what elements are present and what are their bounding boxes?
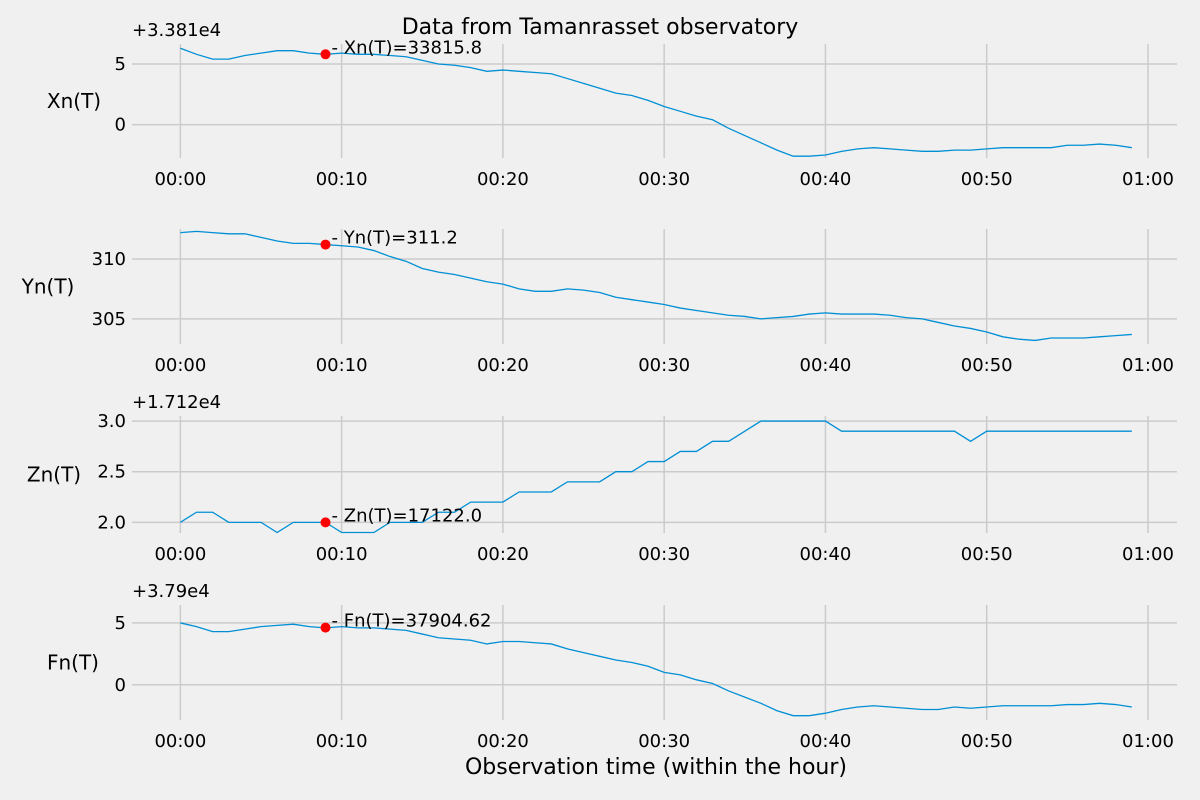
x-tick-label: 00:50 (961, 731, 1013, 752)
x-tick-label: 00:50 (961, 355, 1013, 376)
x-tick-label: 00:20 (477, 544, 529, 565)
y-axis-label: Xn(T) (47, 89, 101, 113)
y-axis-label: Yn(T) (21, 275, 75, 299)
x-tick-label: 01:00 (1122, 355, 1174, 376)
y-offset-label: +3.79e4 (132, 581, 210, 602)
marker-point (320, 239, 331, 250)
panel-2: 00:00 00:10 00:20 00:30 00:40 00:50 01:00 305 31… (21, 228, 1177, 376)
panels-layer: 00:00 00:10 00:20 00:30 00:40 00:50 01:00 0 5 +3.… (21, 20, 1177, 752)
x-tick-label: 00:40 (800, 731, 852, 752)
marker-annotation: - Fn(T)=37904.62 (332, 611, 492, 632)
series-line (180, 420, 1132, 534)
y-tick-label: 3.0 (97, 411, 126, 432)
marker-point (320, 622, 331, 633)
x-tick-label: 00:30 (638, 544, 690, 565)
series-line (180, 230, 1132, 342)
x-tick-label: 00:30 (638, 169, 690, 190)
x-tick-label: 00:20 (477, 169, 529, 190)
y-tick-label: 5 (115, 54, 126, 75)
y-axis-label: Zn(T) (27, 463, 81, 487)
chart-title: Data from Tamanrasset observatory (402, 15, 799, 40)
y-tick-label: 0 (115, 675, 126, 696)
x-tick-label: 00:00 (154, 169, 206, 190)
x-tick-label: 00:00 (154, 731, 206, 752)
panel-3: 00:00 00:10 00:20 00:30 00:40 00:50 01:00 2.0 2.… (27, 392, 1177, 565)
x-tick-label: 00:30 (638, 355, 690, 376)
x-tick-label: 00:20 (477, 355, 529, 376)
panel-4: 00:00 00:10 00:20 00:30 00:40 00:50 01:00 0 5 +3.… (47, 581, 1177, 752)
series-line (180, 47, 1132, 157)
marker-point (320, 517, 331, 528)
y-tick-label: 305 (92, 309, 126, 330)
marker-annotation: - Zn(T)=17122.0 (332, 505, 483, 526)
x-tick-label: 00:40 (800, 169, 852, 190)
x-tick-label: 00:50 (961, 169, 1013, 190)
y-tick-label: 0 (115, 115, 126, 136)
x-tick-label: 00:10 (316, 731, 368, 752)
marker-annotation: - Yn(T)=311.2 (332, 228, 458, 249)
x-axis-label: Observation time (within the hour) (465, 755, 847, 780)
x-tick-label: 01:00 (1122, 544, 1174, 565)
y-offset-label: +3.381e4 (132, 20, 221, 41)
x-tick-label: 00:10 (316, 544, 368, 565)
x-tick-label: 01:00 (1122, 731, 1174, 752)
series-line (180, 622, 1132, 717)
y-tick-label: 5 (115, 613, 126, 634)
y-tick-label: 2.5 (97, 462, 126, 483)
marker-annotation: - Xn(T)=33815.8 (332, 37, 483, 58)
x-tick-label: 00:30 (638, 731, 690, 752)
x-tick-label: 00:50 (961, 544, 1013, 565)
x-tick-label: 00:10 (316, 169, 368, 190)
x-tick-label: 00:20 (477, 731, 529, 752)
y-axis-label: Fn(T) (47, 651, 99, 675)
x-tick-label: 00:00 (154, 355, 206, 376)
x-tick-label: 00:40 (800, 544, 852, 565)
x-tick-label: 01:00 (1122, 169, 1174, 190)
x-tick-label: 00:10 (316, 355, 368, 376)
panel-1: 00:00 00:10 00:20 00:30 00:40 00:50 01:00 0 5 +3.… (47, 20, 1177, 190)
x-tick-label: 00:00 (154, 544, 206, 565)
x-tick-label: 00:40 (800, 355, 852, 376)
y-offset-label: +1.712e4 (132, 392, 221, 413)
y-tick-label: 310 (92, 249, 126, 270)
y-tick-label: 2.0 (97, 512, 126, 533)
marker-point (320, 49, 331, 60)
